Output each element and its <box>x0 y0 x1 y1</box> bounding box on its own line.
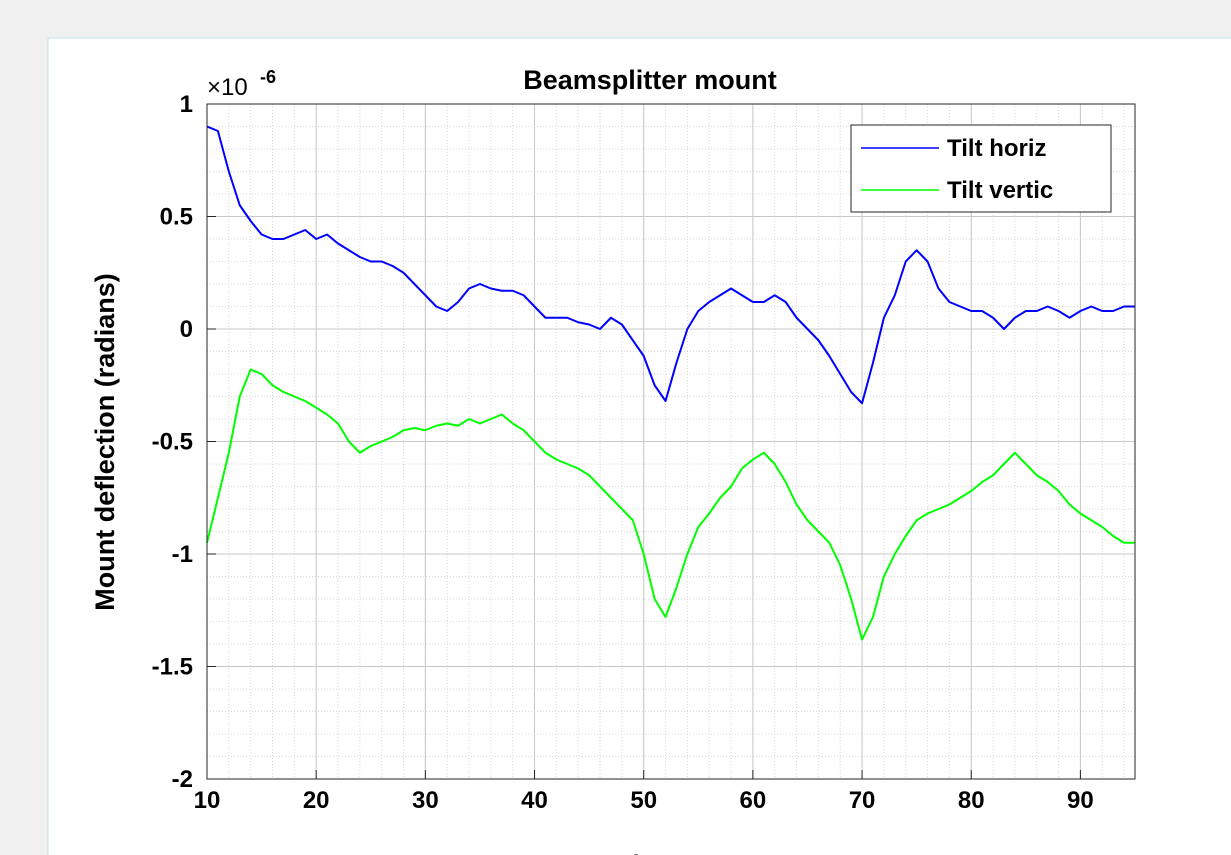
x-tick-label: 10 <box>194 787 221 814</box>
y-tick-label: -1.5 <box>152 654 193 681</box>
y-multiplier-exponent: -6 <box>260 67 276 87</box>
legend-label: Tilt vertic <box>947 177 1053 204</box>
y-tick-label: -1 <box>172 541 193 568</box>
axes-box <box>206 103 1136 780</box>
x-tick-label: 30 <box>412 787 439 814</box>
x-tick-label: 90 <box>1067 787 1094 814</box>
chart-title: Beamsplitter mount <box>523 65 777 95</box>
y-tick-label: 1 <box>180 91 193 118</box>
data-line <box>206 125 1135 405</box>
legend-box <box>850 124 1112 213</box>
x-tick-label: 70 <box>849 787 876 814</box>
x-axis-label: hours <box>632 850 707 855</box>
y-tick-label: 0 <box>180 316 193 343</box>
data-line <box>206 368 1135 641</box>
y-axis-label: Mount deflection (radians) <box>90 273 120 611</box>
y-tick-label: 0.5 <box>160 204 193 231</box>
x-tick-label: 60 <box>740 787 767 814</box>
legend-label: Tilt horiz <box>947 135 1047 162</box>
x-tick-label: 20 <box>303 787 330 814</box>
x-tick-label: 50 <box>630 787 657 814</box>
x-tick-label: 80 <box>958 787 985 814</box>
x-tick-label: 40 <box>521 787 548 814</box>
y-multiplier: ×10 <box>207 74 248 101</box>
y-tick-label: -2 <box>172 766 193 793</box>
y-tick-label: -0.5 <box>152 429 193 456</box>
